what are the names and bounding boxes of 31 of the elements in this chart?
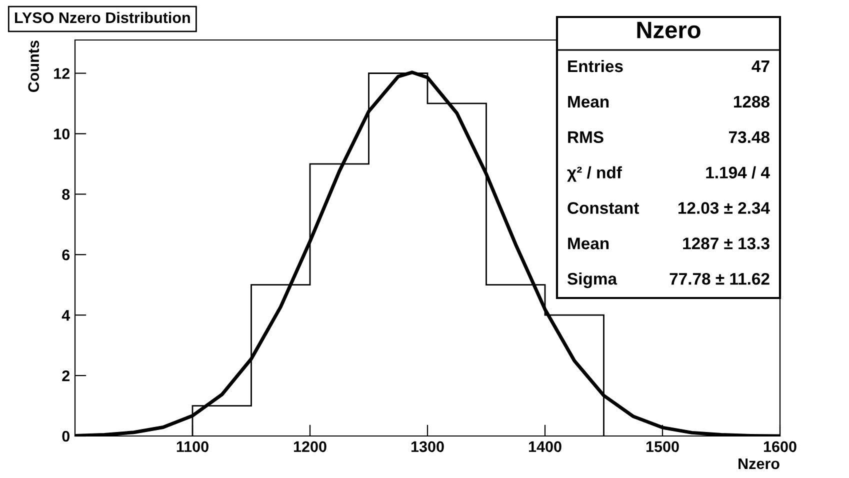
- y-axis-title: Counts: [28, 40, 40, 92]
- annotation: Constant: [568, 202, 640, 214]
- annotation: 12.03 ± 2.34: [678, 202, 770, 214]
- y-tick-label: 6: [62, 249, 70, 260]
- x-tick-label: 1200: [294, 441, 326, 452]
- x-axis-title: Nzero: [738, 458, 780, 470]
- text: Nzero: [637, 22, 700, 38]
- y-tick-label: 12: [54, 68, 70, 79]
- x-tick-label: 1500: [646, 441, 679, 452]
- annotation: RMS: [568, 131, 604, 144]
- annotation: Sigma: [567, 272, 618, 288]
- annotation: 77.78 ± 11.62: [670, 272, 770, 285]
- y-tick-label: 0: [62, 430, 70, 442]
- x-tick-label: 1400: [528, 441, 562, 452]
- x-tick-label: 1600: [764, 441, 796, 452]
- annotation: Mean: [568, 96, 609, 108]
- annotation: 73.48: [729, 131, 770, 144]
- x-tick-label: 1100: [176, 441, 208, 452]
- annotation: Entries: [568, 60, 623, 72]
- annotation: 47: [752, 60, 770, 72]
- annotation: 1288: [734, 96, 770, 108]
- y-tick-label: 10: [54, 128, 70, 140]
- annotation: 1.194 / 4: [706, 166, 770, 179]
- chart-title: LYSO Nzero Distribution: [15, 12, 190, 24]
- y-tick-label: 2: [62, 370, 70, 382]
- annotation: χ² / ndf: [567, 166, 622, 182]
- y-tick-label: 4: [62, 310, 70, 321]
- x-tick-label: 1300: [411, 441, 444, 452]
- y-tick-label: 8: [62, 189, 70, 200]
- annotation: 1287 ± 13.3: [683, 238, 770, 250]
- annotation: Mean: [568, 238, 609, 250]
